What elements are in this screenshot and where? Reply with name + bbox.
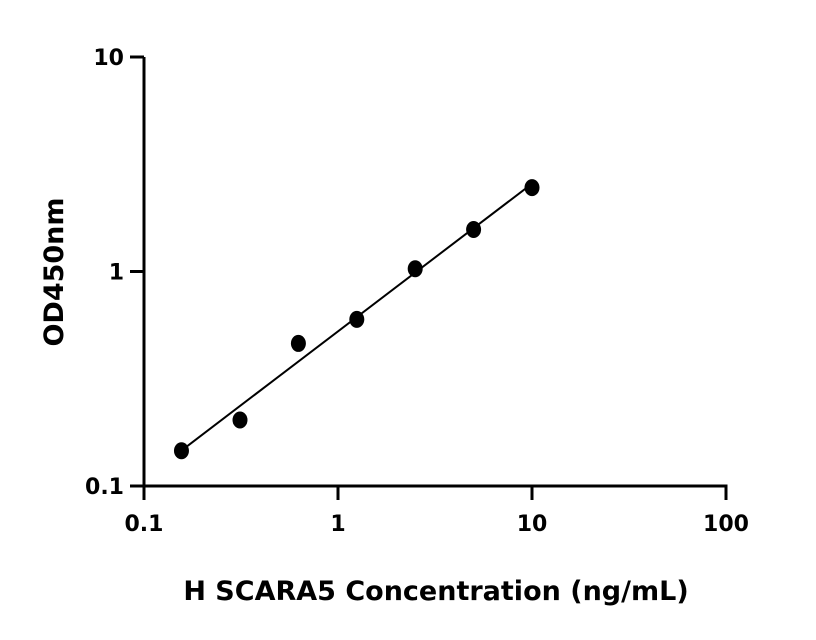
data-point	[232, 411, 248, 429]
data-points	[173, 179, 540, 460]
data-point	[173, 442, 189, 460]
data-point	[349, 310, 365, 328]
data-point	[524, 179, 540, 197]
y-axis-label: OD450nm	[39, 197, 70, 346]
axes: 0.1 1 10 100 0.1 1 10	[85, 46, 749, 537]
x-tick-label: 100	[703, 512, 749, 537]
y-tick-label: 10	[93, 46, 124, 71]
data-point	[290, 334, 306, 352]
x-tick-label: 0.1	[125, 512, 164, 537]
data-point	[407, 260, 423, 278]
y-tick-label: 1	[109, 261, 124, 286]
x-axis-label: H SCARA5 Concentration (ng/mL)	[183, 576, 688, 607]
x-tick-label: 1	[330, 512, 345, 537]
y-tick-label: 0.1	[85, 475, 124, 500]
data-point	[466, 220, 482, 238]
x-tick-label: 10	[517, 512, 548, 537]
